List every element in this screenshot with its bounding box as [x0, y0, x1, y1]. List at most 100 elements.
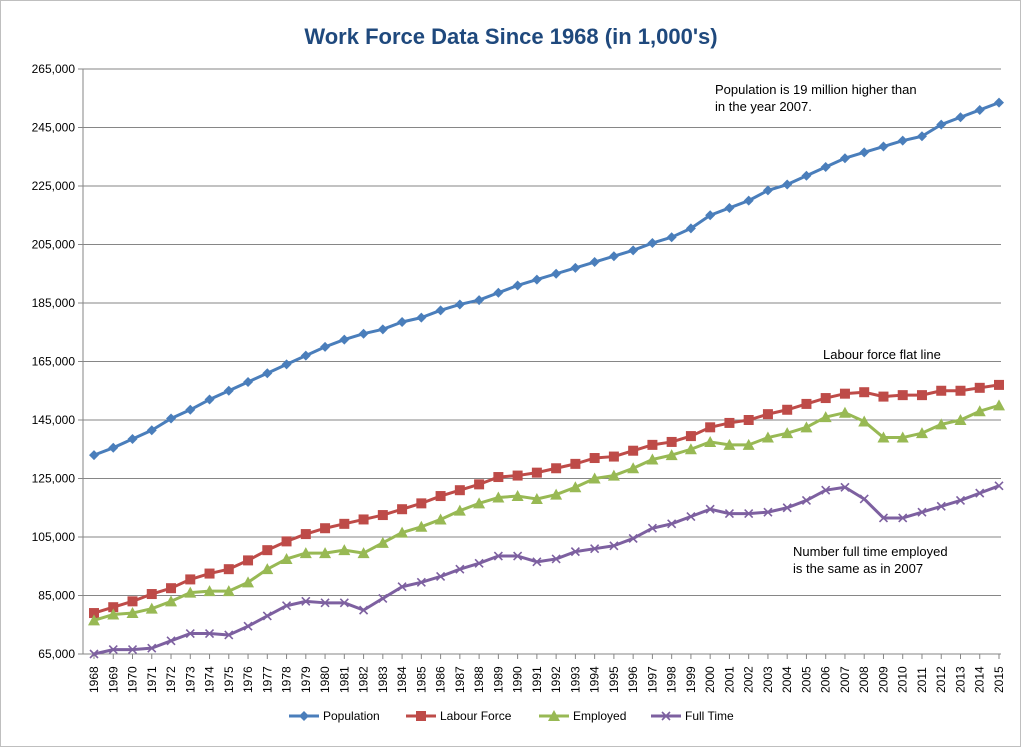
- data-point-full-time: [359, 605, 369, 615]
- data-point-employed: [704, 435, 717, 447]
- data-point-population: [416, 312, 427, 323]
- data-point-population: [320, 341, 331, 352]
- y-tick-label: 125,000: [32, 472, 76, 486]
- data-point-labour-force: [705, 422, 716, 433]
- legend-label-employed: Employed: [573, 709, 626, 723]
- data-point-employed: [858, 415, 871, 427]
- data-point-full-time: [166, 636, 176, 646]
- data-point-population: [185, 404, 196, 415]
- data-point-population: [551, 268, 562, 279]
- data-point-population: [166, 413, 177, 424]
- legend-marker-labour-force: [416, 711, 426, 721]
- data-point-employed: [877, 431, 890, 443]
- data-point-population: [589, 257, 600, 268]
- data-point-labour-force: [647, 439, 658, 450]
- data-point-labour-force: [782, 404, 793, 415]
- data-point-employed: [434, 513, 447, 525]
- legend-label-population: Population: [323, 709, 380, 723]
- data-point-population: [281, 359, 292, 370]
- data-point-labour-force: [454, 485, 465, 496]
- data-point-population: [743, 195, 754, 206]
- data-point-population: [454, 299, 465, 310]
- data-point-employed: [280, 552, 293, 564]
- y-tick-label: 105,000: [32, 530, 76, 544]
- data-point-labour-force: [743, 415, 754, 425]
- data-point-labour-force: [801, 398, 812, 409]
- data-point-employed: [222, 585, 235, 597]
- data-point-population: [859, 147, 870, 158]
- x-tick-label: 1983: [376, 666, 390, 693]
- data-point-labour-force: [127, 596, 138, 607]
- data-point-labour-force: [146, 589, 157, 600]
- data-point-full-time: [667, 519, 677, 529]
- data-point-population: [897, 135, 908, 146]
- x-tick-label: 1984: [395, 666, 409, 693]
- data-point-population: [878, 141, 889, 152]
- data-point-full-time: [397, 582, 407, 592]
- x-tick-label: 1995: [607, 666, 621, 693]
- data-point-labour-force: [166, 583, 177, 594]
- x-tick-label: 1997: [645, 666, 659, 693]
- x-tick-label: 1979: [299, 666, 313, 693]
- annotation-population: Population is 19 million higher than in …: [715, 81, 917, 115]
- x-tick-label: 1975: [222, 666, 236, 693]
- data-point-employed: [530, 492, 543, 504]
- x-tick-label: 2005: [799, 666, 813, 693]
- data-point-labour-force: [628, 445, 639, 456]
- data-point-full-time: [840, 482, 850, 492]
- y-tick-label: 85,000: [38, 589, 75, 603]
- data-point-full-time: [378, 593, 388, 603]
- data-point-employed: [396, 526, 409, 538]
- data-point-employed: [684, 443, 697, 455]
- x-tick-label: 1981: [337, 666, 351, 693]
- data-point-population: [916, 131, 927, 142]
- annotation-population-line1: Population is 19 million higher than: [715, 82, 917, 97]
- data-point-employed: [665, 449, 678, 461]
- series-line-full-time: [93, 484, 1000, 656]
- x-tick-label: 1980: [318, 666, 332, 693]
- x-tick-label: 2007: [838, 666, 852, 693]
- data-point-full-time: [955, 495, 966, 506]
- data-point-labour-force: [936, 385, 947, 396]
- data-point-full-time: [127, 645, 138, 655]
- x-tick-label: 1988: [472, 666, 486, 693]
- data-point-labour-force: [994, 379, 1004, 390]
- data-point-full-time: [89, 649, 99, 659]
- data-point-labour-force: [204, 568, 215, 579]
- data-point-full-time: [821, 485, 831, 495]
- data-point-population: [204, 394, 215, 405]
- data-point-full-time: [474, 558, 484, 568]
- data-point-population: [666, 232, 677, 243]
- data-point-employed: [973, 405, 986, 417]
- data-point-labour-force: [762, 409, 773, 420]
- data-point-labour-force: [897, 390, 908, 401]
- data-point-labour-force: [416, 498, 427, 509]
- data-point-labour-force: [878, 391, 889, 402]
- data-point-employed: [588, 472, 601, 484]
- data-point-population: [146, 425, 157, 436]
- data-point-labour-force: [474, 479, 485, 490]
- data-point-full-time: [416, 577, 426, 587]
- data-point-population: [608, 251, 619, 262]
- y-tick-label: 265,000: [32, 62, 76, 76]
- legend-marker-employed: [548, 710, 560, 721]
- data-point-labour-force: [358, 514, 369, 525]
- data-point-employed: [511, 490, 524, 502]
- x-tick-label: 1989: [491, 666, 505, 693]
- data-point-full-time: [609, 541, 619, 551]
- data-point-employed: [761, 431, 774, 443]
- data-point-full-time: [628, 533, 638, 544]
- data-point-full-time: [898, 513, 908, 523]
- data-point-population: [647, 238, 658, 249]
- data-point-population: [223, 385, 234, 396]
- data-point-employed: [915, 427, 928, 439]
- x-tick-label: 2013: [953, 666, 967, 693]
- data-point-full-time: [551, 554, 561, 564]
- data-point-full-time: [301, 596, 311, 606]
- data-point-population: [339, 334, 350, 345]
- data-point-labour-force: [666, 436, 677, 447]
- x-tick-label: 1991: [530, 666, 544, 693]
- x-tick-label: 1976: [241, 666, 255, 693]
- data-point-population: [801, 170, 812, 181]
